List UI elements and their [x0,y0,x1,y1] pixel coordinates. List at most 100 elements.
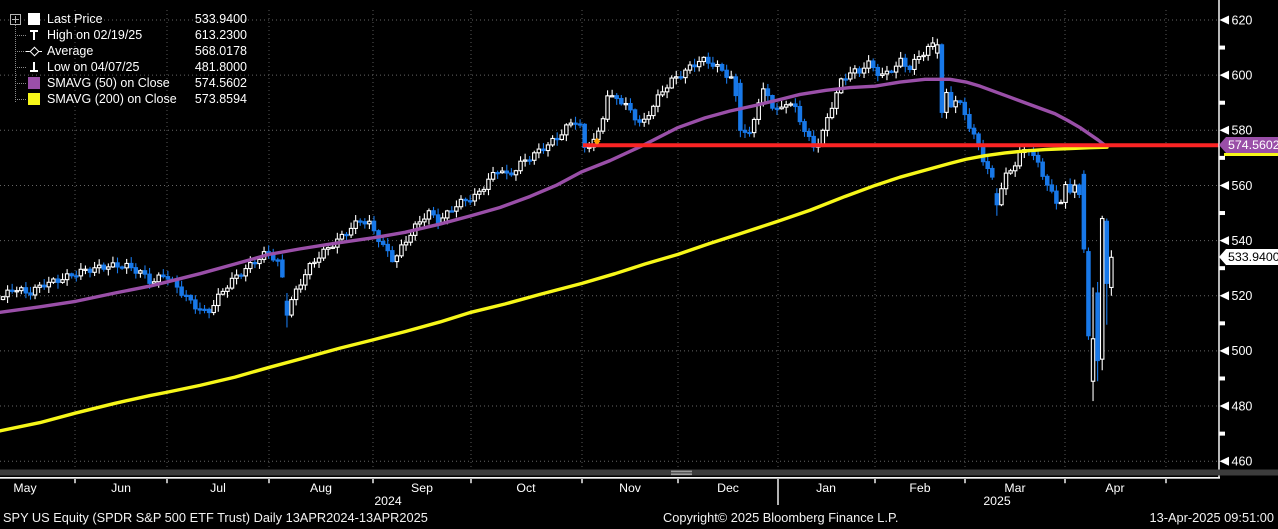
legend-row-average[interactable]: Average 568.0178 [10,43,254,59]
legend-value: 533.9400 [194,12,247,26]
scrollbar-handle[interactable] [671,473,692,476]
candle-up [37,284,42,288]
axis-tick-arrow-icon [1219,125,1229,135]
y-axis: 620 600 580 560 540 520 500 480 460 [1218,0,1253,478]
candle-up [106,266,111,270]
candle-up [96,264,102,269]
candle-down [115,262,120,268]
candle-up [536,148,542,154]
month-label: Aug [310,481,332,495]
candle-up [623,102,629,106]
legend-label: Last Price [47,12,103,26]
axis-tick-arrow-icon [1219,236,1229,246]
legend-row-low[interactable]: Low on 04/07/25 481.8000 [10,59,254,75]
candle-down [362,221,368,225]
candle-up [408,234,413,243]
month-label: Jan [816,481,836,495]
timestamp: 13-Apr-2025 09:51:00 [1149,510,1274,525]
candle-up [64,273,70,281]
candle-down [504,170,510,174]
candle-up [211,304,216,314]
candle-up [229,277,235,289]
candle-up [696,60,702,68]
candle-up [353,220,358,229]
sma50-axis-tag: 574.5602 [1219,137,1278,154]
candle-up [1099,217,1105,360]
y-tick-label: 460 [1232,455,1253,469]
candle-down [119,266,125,269]
candle-up [912,58,917,71]
candle-up [92,267,97,273]
candle-up [999,188,1004,206]
candle-up [110,262,116,268]
candle-up [898,57,903,67]
legend-row-last-price[interactable]: Last Price 533.9400 [10,11,254,27]
candle-up [751,118,757,134]
candle-down [962,101,968,116]
candle-down [628,102,633,111]
candle-down [994,193,1000,206]
candle-up [307,263,313,276]
candle-up [422,218,427,223]
candle-up [600,118,606,132]
candle-up [664,87,670,93]
candle-up [564,124,569,136]
candle-down [238,274,244,277]
legend-row-high[interactable]: High on 02/19/25 613.2300 [10,27,254,43]
candle-up [289,299,294,316]
candle-down [957,100,963,103]
gridlines [0,10,1219,474]
candle-down [1035,154,1041,163]
candle-down [280,259,285,278]
legend-row-sma200[interactable]: SMAVG (200) on Close 573.8594 [10,91,254,107]
candle-down [527,159,532,162]
legend-label: SMAVG (50) on Close [47,76,170,90]
candle-down [857,68,862,74]
candle-up [151,281,157,284]
candle-down [1081,173,1087,250]
candle-up [0,296,6,301]
candle-up [403,241,409,246]
month-label: Dec [717,481,739,495]
axis-tick-arrow-icon [1219,456,1229,466]
candle-up [1090,338,1096,382]
sma200-swatch-icon [28,93,40,105]
year-label: 2025 [983,494,1011,508]
candle-down [710,62,716,67]
candle-down [889,70,894,73]
candle-up [445,210,450,219]
candle-down [582,123,587,148]
candle-down [774,107,780,110]
last-price-swatch-icon [28,13,40,25]
candle-up [312,261,317,265]
scrollbar-handle[interactable] [671,470,692,473]
candle-up [669,77,674,89]
candle-down [101,264,107,270]
candle-up [248,262,253,270]
candle-down [1044,175,1050,186]
candle-up [861,67,867,74]
candle-down [967,113,972,129]
legend-label: Low on 04/07/25 [47,60,140,74]
y-tick-label: 560 [1232,179,1253,193]
trendline-handle[interactable] [593,137,601,145]
chart-legend: Last Price 533.9400 High on 02/19/25 613… [10,11,254,107]
candle-up [490,171,496,180]
candle-down [371,220,377,232]
candle-down [142,270,148,275]
legend-label: High on 02/19/25 [47,28,143,42]
candle-down [985,161,990,170]
candle-up [655,94,661,107]
legend-value: 568.0178 [194,44,247,58]
y-tick-label: 500 [1232,344,1253,358]
legend-expander-icon[interactable] [10,14,21,25]
candle-up [83,268,88,271]
candle-up [568,122,574,126]
month-label: Apr [1105,481,1124,495]
candle-up [234,274,239,279]
candle-up [243,268,248,277]
candle-down [948,91,954,108]
candle-down [197,308,203,311]
legend-row-sma50[interactable]: SMAVG (50) on Close 574.5602 [10,75,254,91]
